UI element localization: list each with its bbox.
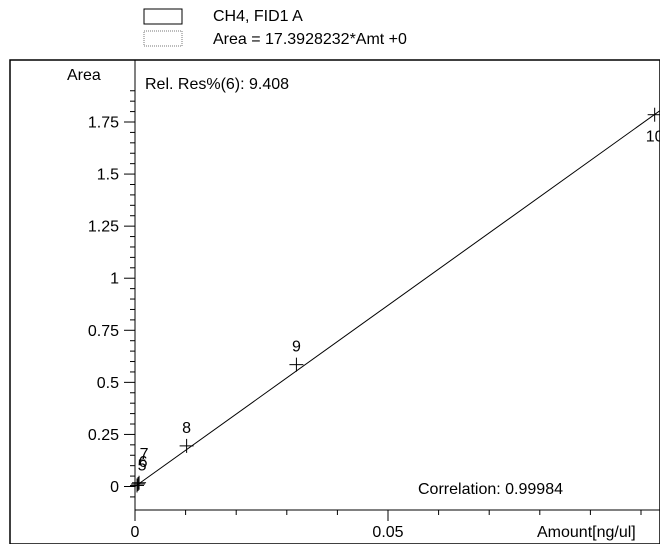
- y-tick-label: 0.75: [88, 323, 119, 340]
- point-label: 5: [138, 457, 147, 474]
- y-axis-ticks: 0 0.25 0.5 0.75 1 1.25 1.5 1.75: [88, 90, 135, 498]
- legend-swatch-signal: [143, 8, 183, 25]
- calibration-point: 9: [289, 339, 304, 372]
- point-label: 6: [139, 454, 148, 471]
- point-label: 7: [140, 446, 149, 463]
- y-tick-label: 0: [110, 479, 119, 496]
- plot-frame: [9, 59, 660, 544]
- y-tick-label: 1.25: [88, 219, 119, 236]
- y-tick-label: 0.25: [88, 427, 119, 444]
- calibration-point: 7: [132, 446, 149, 490]
- y-tick-label: 0.5: [97, 375, 119, 392]
- x-tick-label: 0: [131, 524, 140, 541]
- y-axis-label: Area: [67, 67, 101, 84]
- x-tick-label: 0.05: [372, 524, 403, 541]
- y-tick-label: 1.5: [97, 167, 119, 184]
- y-tick-label: 1.75: [88, 115, 119, 132]
- point-label: 9: [292, 339, 301, 356]
- legend-swatch-equation: [143, 30, 183, 47]
- y-tick-label: 1: [110, 271, 119, 288]
- calibration-point: 6: [131, 454, 148, 492]
- calibration-point: 5: [130, 457, 147, 493]
- correlation-annotation: Correlation: 0.99984: [418, 481, 563, 498]
- legend-equation-label: Area = 17.3928232*Amt +0: [213, 31, 407, 48]
- x-axis-ticks: 0 0.05: [131, 510, 642, 541]
- calibration-points: 567 8 9 10: [130, 107, 660, 493]
- point-label: 10: [646, 129, 660, 146]
- calibration-point: 10: [646, 107, 660, 146]
- calibration-point: 8: [179, 420, 194, 453]
- rel-res-annotation: Rel. Res%(6): 9.408: [145, 76, 289, 93]
- calibration-fit-line: [134, 110, 660, 487]
- legend-signal-label: CH4, FID1 A: [213, 8, 303, 25]
- point-label: 8: [182, 420, 191, 437]
- x-axis-label: Amount[ng/ul]: [537, 524, 636, 541]
